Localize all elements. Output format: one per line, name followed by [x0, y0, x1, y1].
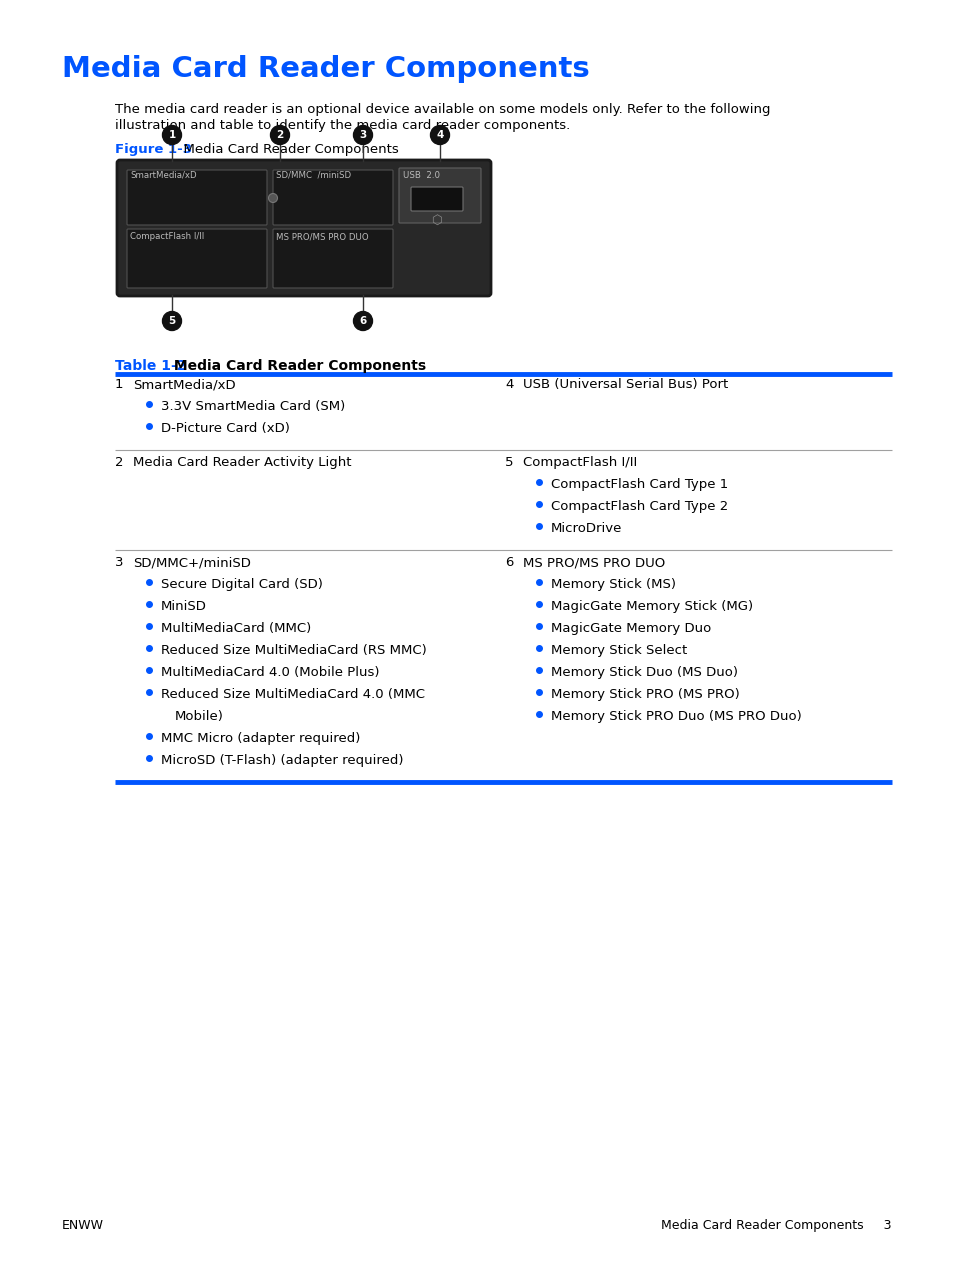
- Text: Memory Stick PRO Duo (MS PRO Duo): Memory Stick PRO Duo (MS PRO Duo): [551, 710, 801, 723]
- FancyBboxPatch shape: [127, 229, 267, 288]
- Text: MagicGate Memory Stick (MG): MagicGate Memory Stick (MG): [551, 599, 752, 613]
- Text: MultiMediaCard (MMC): MultiMediaCard (MMC): [161, 622, 311, 635]
- Text: Reduced Size MultiMediaCard (RS MMC): Reduced Size MultiMediaCard (RS MMC): [161, 644, 426, 657]
- Text: CompactFlash I/II: CompactFlash I/II: [522, 456, 637, 469]
- Text: Figure 1-3: Figure 1-3: [115, 144, 192, 156]
- Text: SmartMedia/xD: SmartMedia/xD: [132, 378, 235, 391]
- Text: MultiMediaCard 4.0 (Mobile Plus): MultiMediaCard 4.0 (Mobile Plus): [161, 665, 379, 679]
- Text: 1: 1: [168, 130, 175, 140]
- Text: MS PRO/MS PRO DUO: MS PRO/MS PRO DUO: [522, 556, 664, 569]
- Text: USB  2.0: USB 2.0: [402, 171, 439, 180]
- Text: CompactFlash I/II: CompactFlash I/II: [130, 232, 204, 241]
- Text: Media Card Reader Activity Light: Media Card Reader Activity Light: [132, 456, 351, 469]
- Text: Memory Stick Duo (MS Duo): Memory Stick Duo (MS Duo): [551, 665, 738, 679]
- Text: 6: 6: [359, 316, 366, 326]
- Text: 5: 5: [504, 456, 513, 469]
- Text: MagicGate Memory Duo: MagicGate Memory Duo: [551, 622, 711, 635]
- FancyBboxPatch shape: [273, 170, 393, 225]
- Text: 5: 5: [168, 316, 175, 326]
- Text: MicroDrive: MicroDrive: [551, 522, 621, 535]
- Text: SD/MMC+/miniSD: SD/MMC+/miniSD: [132, 556, 251, 569]
- Circle shape: [354, 126, 372, 145]
- Text: 2: 2: [276, 130, 283, 140]
- FancyBboxPatch shape: [398, 168, 480, 224]
- Circle shape: [430, 126, 449, 145]
- Text: 6: 6: [504, 556, 513, 569]
- Text: Reduced Size MultiMediaCard 4.0 (MMC: Reduced Size MultiMediaCard 4.0 (MMC: [161, 688, 424, 701]
- Text: Media Card Reader Components: Media Card Reader Components: [62, 55, 589, 83]
- Text: Mobile): Mobile): [174, 710, 224, 723]
- Text: 1: 1: [115, 378, 123, 391]
- Text: USB (Universal Serial Bus) Port: USB (Universal Serial Bus) Port: [522, 378, 727, 391]
- Text: MS PRO/MS PRO DUO: MS PRO/MS PRO DUO: [275, 232, 368, 241]
- Circle shape: [268, 193, 277, 202]
- Text: Memory Stick Select: Memory Stick Select: [551, 644, 686, 657]
- Text: Media Card Reader Components     3: Media Card Reader Components 3: [660, 1219, 891, 1232]
- Text: SD/MMC  /miniSD: SD/MMC /miniSD: [275, 171, 351, 180]
- Text: SmartMedia/xD: SmartMedia/xD: [130, 171, 196, 180]
- Circle shape: [271, 126, 289, 145]
- Text: D-Picture Card (xD): D-Picture Card (xD): [161, 422, 290, 436]
- Circle shape: [162, 126, 181, 145]
- Text: Table 1-2: Table 1-2: [115, 359, 186, 373]
- Text: illustration and table to identify the media card reader components.: illustration and table to identify the m…: [115, 119, 570, 132]
- Text: MicroSD (T-Flash) (adapter required): MicroSD (T-Flash) (adapter required): [161, 754, 403, 767]
- Circle shape: [162, 311, 181, 330]
- Text: Media Card Reader Components: Media Card Reader Components: [174, 144, 398, 156]
- Text: 3.3V SmartMedia Card (SM): 3.3V SmartMedia Card (SM): [161, 400, 345, 413]
- FancyBboxPatch shape: [273, 229, 393, 288]
- Text: Memory Stick (MS): Memory Stick (MS): [551, 578, 676, 591]
- Text: Secure Digital Card (SD): Secure Digital Card (SD): [161, 578, 322, 591]
- Text: The media card reader is an optional device available on some models only. Refer: The media card reader is an optional dev…: [115, 103, 770, 116]
- FancyBboxPatch shape: [117, 160, 491, 296]
- Text: Media Card Reader Components: Media Card Reader Components: [169, 359, 426, 373]
- Circle shape: [354, 311, 372, 330]
- Text: CompactFlash Card Type 1: CompactFlash Card Type 1: [551, 478, 727, 491]
- Text: MMC Micro (adapter required): MMC Micro (adapter required): [161, 732, 360, 745]
- Text: 3: 3: [115, 556, 123, 569]
- Text: 2: 2: [115, 456, 123, 469]
- Text: 3: 3: [359, 130, 366, 140]
- Text: 4: 4: [504, 378, 513, 391]
- Text: Memory Stick PRO (MS PRO): Memory Stick PRO (MS PRO): [551, 688, 739, 701]
- Text: 4: 4: [436, 130, 443, 140]
- Text: MiniSD: MiniSD: [161, 599, 207, 613]
- Text: ENWW: ENWW: [62, 1219, 104, 1232]
- Text: CompactFlash Card Type 2: CompactFlash Card Type 2: [551, 500, 727, 513]
- FancyBboxPatch shape: [127, 170, 267, 225]
- FancyBboxPatch shape: [411, 187, 462, 211]
- Text: ⬡: ⬡: [431, 215, 442, 227]
